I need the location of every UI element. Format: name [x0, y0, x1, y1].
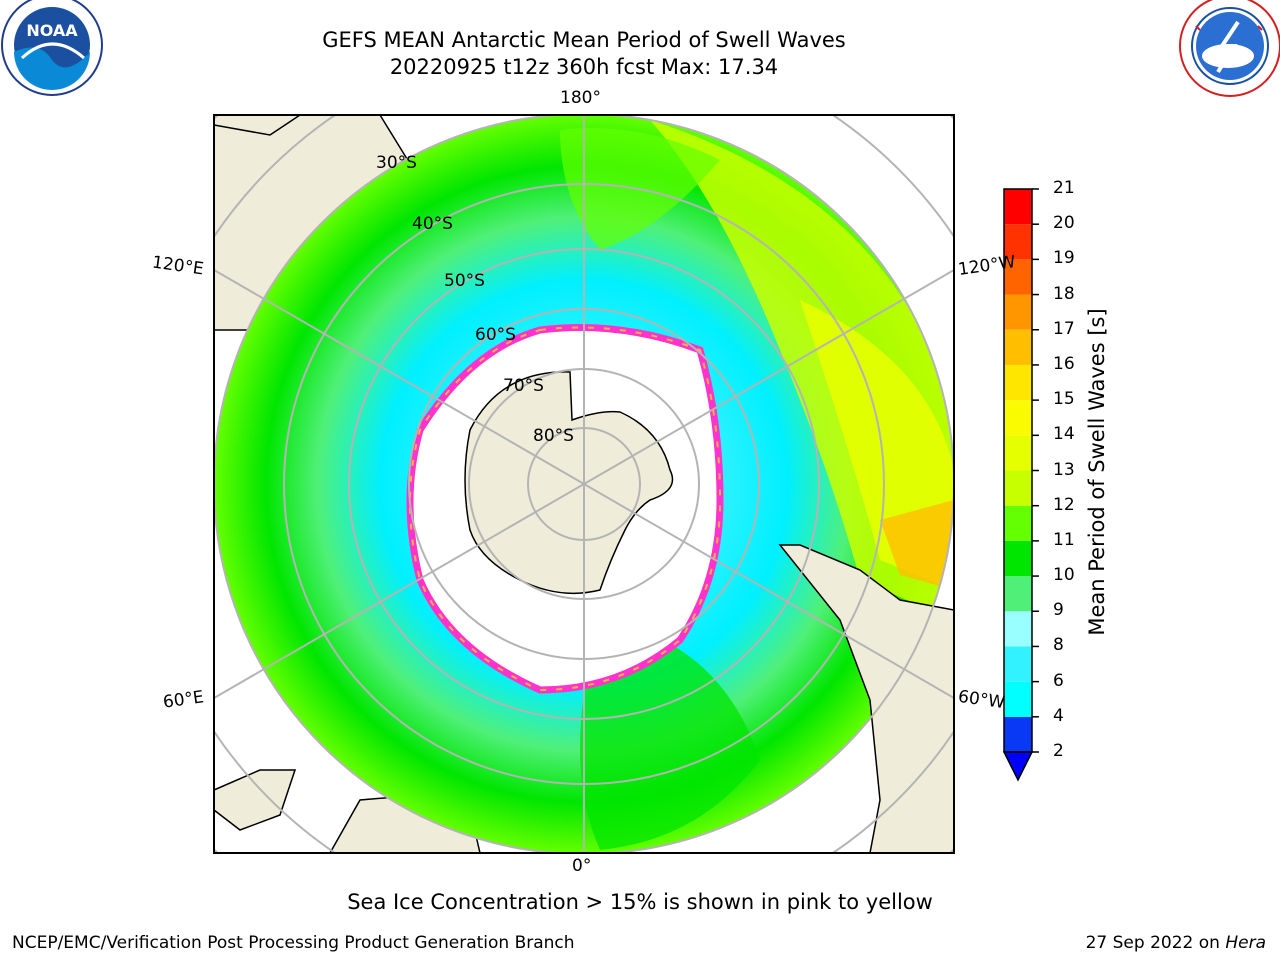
colorbar-tick-label: 20 — [1053, 213, 1075, 234]
antarctica-landmass — [464, 371, 674, 595]
lon-label-180: 180° — [560, 88, 601, 108]
nws-logo — [1179, 0, 1280, 97]
lat-label-70s: 70°S — [503, 376, 544, 396]
colorbar-tick-label: 18 — [1053, 283, 1075, 304]
colorbar-segment — [1004, 435, 1032, 471]
colorbar — [1002, 188, 1039, 782]
chart-subtitle: 20220925 t12z 360h fcst Max: 17.34 — [389, 55, 779, 79]
colorbar-tick-label: 9 — [1053, 600, 1064, 621]
colorbar-segment — [1004, 329, 1032, 365]
colorbar-tick-label: 13 — [1053, 459, 1075, 480]
colorbar-segment — [1004, 505, 1032, 541]
colorbar-segment — [1004, 189, 1032, 225]
colorbar-tick-label: 8 — [1053, 635, 1064, 656]
lat-label-50s: 50°S — [444, 271, 485, 291]
colorbar-tick-label: 15 — [1053, 389, 1075, 410]
colorbar-tick-label: 2 — [1053, 741, 1064, 761]
madagascar-landmass — [214, 769, 297, 831]
colorbar-tick-label: 12 — [1053, 494, 1075, 515]
colorbar-segment — [1004, 576, 1032, 612]
colorbar-tick-label: 17 — [1053, 318, 1075, 339]
colorbar-segment — [1004, 611, 1032, 647]
lat-label-80s: 80°S — [533, 426, 574, 446]
chart-title: GEFS MEAN Antarctic Mean Period of Swell… — [322, 28, 846, 52]
colorbar-label: Mean Period of Swell Waves [s] — [1085, 308, 1109, 636]
lon-label-0: 0° — [572, 856, 592, 876]
colorbar-under-arrow — [1002, 751, 1034, 782]
colorbar-segment — [1004, 716, 1032, 752]
noaa-logo: NOAA — [1, 0, 103, 96]
colorbar-segment — [1004, 364, 1032, 401]
colorbar-tick-label: 4 — [1053, 705, 1064, 726]
colorbar-segment — [1004, 470, 1032, 506]
colorbar-segment — [1004, 646, 1032, 682]
footer-date: 27 Sep 2022 on Hera — [1086, 933, 1266, 953]
lat-label-60s: 60°S — [475, 325, 516, 345]
colorbar-tick-label: 14 — [1053, 424, 1075, 445]
footer-credit: NCEP/EMC/Verification Post Processing Pr… — [12, 933, 575, 953]
map-area: 30°S 40°S 50°S 60°S 70°S 80°S — [214, 115, 954, 853]
colorbar-segment — [1004, 224, 1032, 260]
colorbar-segment — [1004, 294, 1032, 330]
sea-ice-note: Sea Ice Concentration > 15% is shown in … — [347, 890, 933, 914]
colorbar-tick-label: 21 — [1053, 178, 1075, 198]
colorbar-tick-label: 6 — [1053, 670, 1064, 691]
colorbar-tick-label: 16 — [1053, 353, 1075, 374]
lat-label-40s: 40°S — [412, 214, 453, 234]
colorbar-segment — [1004, 681, 1032, 717]
footer-host: Hera — [1225, 933, 1266, 953]
lat-label-30s: 30°S — [376, 153, 417, 173]
colorbar-segment — [1004, 540, 1032, 577]
colorbar-tick-label: 11 — [1053, 529, 1075, 550]
map-frame — [213, 114, 955, 854]
noaa-logo-text: NOAA — [26, 21, 78, 40]
colorbar-tick-label: 10 — [1053, 565, 1075, 586]
colorbar-segment — [1004, 400, 1032, 436]
footer-date-text: 27 Sep 2022 on — [1085, 933, 1226, 953]
graticule — [214, 115, 954, 853]
colorbar-segment — [1004, 259, 1032, 295]
colorbar-tick-label: 19 — [1053, 248, 1075, 269]
